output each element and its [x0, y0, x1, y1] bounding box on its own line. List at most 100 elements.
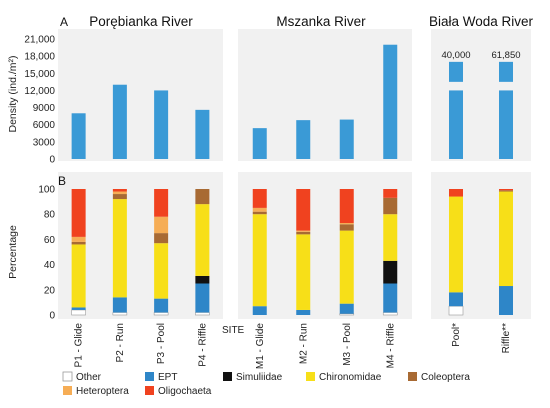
y-tick-density: 12,000: [24, 86, 55, 97]
category-label: M3 - Pool: [342, 323, 353, 366]
panel-a-bg-biala: [431, 29, 531, 161]
density-value-label: 40,000: [441, 50, 470, 61]
legend-label-simuliidae: Simuliidae: [236, 372, 283, 383]
density-bar: [112, 84, 127, 159]
segment-simuliidae: [195, 275, 210, 284]
segment-oligochaeta: [339, 189, 354, 224]
segment-coleoptera: [296, 231, 311, 235]
segment-coleoptera: [499, 190, 513, 192]
segment-chironomidae: [112, 199, 127, 298]
density-bar: [339, 119, 354, 159]
legend-swatch-other: [62, 371, 73, 382]
legend-swatch-simuliidae: [223, 372, 232, 381]
legend-swatch-coleoptera: [408, 372, 417, 381]
segment-oligochaeta: [499, 189, 513, 191]
y-tick-density: 21,000: [24, 35, 55, 46]
legend: Other EPT Simuliidae Chironomidae Coleoptera…: [62, 371, 470, 397]
category-label: M4 - Riffle: [385, 323, 396, 369]
segment-chironomidae: [449, 196, 463, 293]
segment-coleoptera: [339, 224, 354, 231]
panel-b-bg-biala: [431, 172, 531, 319]
percentage-bars: [71, 189, 513, 316]
category-label: Pool*: [451, 323, 462, 347]
segment-ept: [499, 286, 513, 315]
legend-label-ept: EPT: [158, 372, 177, 383]
title-mszanka: Mszanka River: [276, 14, 366, 29]
segment-heteroptera: [252, 207, 267, 212]
segment-oligochaeta: [252, 189, 267, 208]
panel-b-bg-mszanka: [238, 172, 412, 319]
category-label: M1 - Glide: [255, 323, 266, 370]
density-bar-upper: [449, 61, 463, 82]
segment-coleoptera: [195, 189, 210, 205]
density-bar: [383, 44, 398, 159]
segment-chironomidae: [383, 214, 398, 261]
ticks-b: 0 20 40 60 80 100: [38, 185, 55, 322]
segment-heteroptera: [154, 216, 169, 234]
segment-chironomidae: [339, 230, 354, 304]
category-label: P3 - Pool: [156, 323, 167, 364]
ticks-a: 0 3000 6000 9000 12,000 15,000 18,000 21,000: [24, 35, 55, 166]
legend-label-chironomidae: Chironomidae: [319, 372, 382, 383]
segment-other: [448, 305, 464, 316]
segment-heteroptera: [296, 230, 311, 232]
site-label: SITE: [222, 325, 245, 336]
segment-ept: [383, 283, 398, 313]
segment-ept: [339, 303, 354, 314]
segment-ept: [154, 298, 169, 313]
density-bar: [195, 109, 210, 159]
segment-other: [112, 312, 128, 316]
segment-ept: [71, 307, 86, 310]
segment-chironomidae: [71, 244, 86, 308]
segment-coleoptera: [252, 211, 267, 215]
segment-chironomidae: [252, 214, 267, 307]
density-bar: [499, 90, 513, 159]
title-porebianka: Porębianka River: [89, 14, 193, 29]
category-label: P2 - Run: [115, 323, 126, 362]
y-tick-density: 15,000: [24, 69, 55, 80]
segment-chironomidae: [499, 191, 513, 287]
segment-oligochaeta: [296, 189, 311, 231]
y-tick-percentage: 20: [44, 285, 56, 296]
y-axis-label-density: Density (ind./m²): [7, 55, 19, 132]
segment-coleoptera: [383, 197, 398, 215]
segment-oligochaeta: [383, 189, 398, 198]
panel-a-letter: A: [60, 15, 68, 29]
category-label: P1 - Glide: [74, 323, 85, 368]
legend-label-heteroptera: Heteroptera: [76, 386, 129, 397]
density-value-label: 61,850: [491, 50, 520, 61]
segment-coleoptera: [154, 233, 169, 244]
segment-chironomidae: [296, 234, 311, 310]
y-tick-density: 3000: [33, 137, 56, 148]
segment-coleoptera: [112, 194, 127, 200]
y-tick-density: 0: [49, 155, 55, 166]
title-biala-woda: Biała Woda River: [429, 14, 534, 29]
segment-heteroptera: [71, 236, 86, 242]
density-bar: [71, 113, 86, 159]
legend-swatch-ept: [145, 372, 154, 381]
legend-swatch-oligochaeta: [145, 386, 154, 395]
segment-ept: [296, 309, 311, 315]
density-bar: [296, 120, 311, 159]
segment-oligochaeta: [449, 189, 463, 197]
category-labels: P1 - Glide P2 - Run P3 - Pool P4 - Riffle M1…: [74, 323, 512, 370]
legend-label-coleoptera: Coleoptera: [421, 372, 470, 383]
legend-label-oligochaeta: Oligochaeta: [158, 386, 212, 397]
segment-simuliidae: [383, 260, 398, 284]
category-label: M2 - Run: [298, 323, 309, 364]
category-label: P4 - Riffle: [197, 323, 208, 367]
category-label: Riffle**: [501, 323, 512, 353]
y-tick-density: 18,000: [24, 52, 55, 63]
y-tick-percentage: 60: [44, 235, 56, 246]
y-tick-density: 6000: [33, 120, 56, 131]
density-bar: [154, 90, 169, 159]
segment-chironomidae: [154, 243, 169, 299]
segment-heteroptera: [339, 223, 354, 225]
density-bar: [252, 128, 267, 159]
y-tick-percentage: 40: [44, 260, 56, 271]
segment-other: [153, 312, 169, 316]
legend-swatch-chironomidae: [306, 372, 315, 381]
density-bar-upper: [499, 61, 513, 82]
